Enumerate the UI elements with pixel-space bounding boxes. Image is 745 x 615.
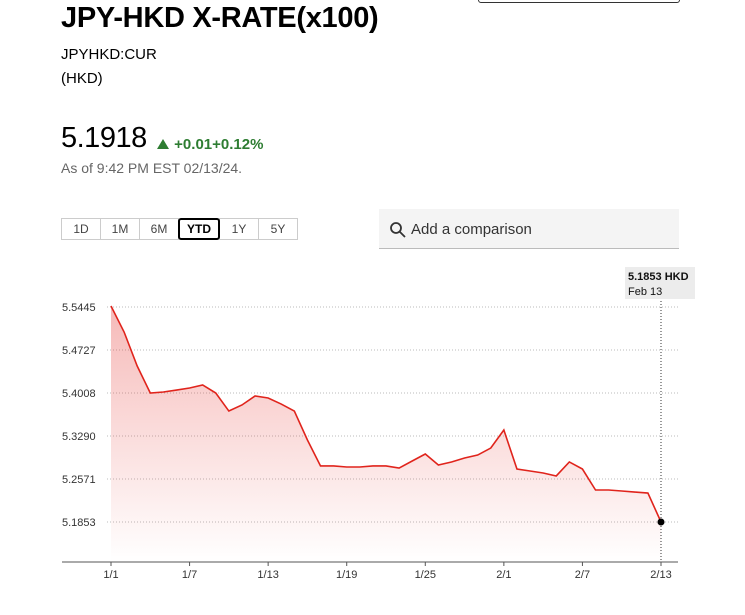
last-point [657, 518, 665, 526]
tooltip-date: Feb 13 [628, 286, 662, 298]
range-button[interactable]: 6M [139, 218, 179, 240]
y-tick-label: 5.4008 [62, 388, 96, 400]
comparison-search[interactable]: Add a comparison [379, 209, 679, 249]
y-tick-label: 5.1853 [62, 517, 96, 529]
ticker: JPYHKD:CUR [61, 46, 157, 63]
y-tick-label: 5.5445 [62, 302, 96, 314]
y-tick-label: 5.2571 [62, 474, 96, 486]
range-button[interactable]: 1Y [219, 218, 259, 240]
change-pct: +0.12% [212, 136, 264, 153]
area [111, 305, 661, 562]
tooltip-value: 5.1853 HKD [628, 271, 689, 283]
x-tick-label: 2/7 [575, 569, 590, 581]
price: 5.1918 [61, 122, 147, 154]
range-button[interactable]: 1M [100, 218, 140, 240]
x-tick-label: 2/13 [650, 569, 671, 581]
x-tick-label: 1/25 [415, 569, 436, 581]
currency: (HKD) [61, 70, 103, 87]
x-tick-label: 1/13 [257, 569, 278, 581]
y-tick-label: 5.4727 [62, 345, 96, 357]
comparison-placeholder: Add a comparison [411, 221, 532, 238]
range-buttons: 1D 1M 6M YTD 1Y 5Y [61, 218, 298, 240]
range-button[interactable]: 5Y [258, 218, 298, 240]
as-of: As of 9:42 PM EST 02/13/24. [61, 160, 243, 176]
search-icon [390, 222, 406, 238]
title: JPY-HKD X-RATE(x100) [61, 2, 379, 34]
x-tick-label: 1/19 [336, 569, 357, 581]
range-button[interactable]: YTD [178, 218, 220, 240]
change-abs: +0.01 [174, 136, 213, 153]
x-tick-label: 1/1 [103, 569, 118, 581]
y-tick-label: 5.3290 [62, 431, 96, 443]
change: +0.01+0.12% [156, 136, 263, 153]
range-button[interactable]: 1D [61, 218, 101, 240]
top-box [478, 0, 680, 3]
tooltip-bg [625, 267, 695, 299]
line [110, 305, 662, 523]
up-arrow [157, 139, 169, 149]
x-tick-label: 2/1 [496, 569, 511, 581]
x-tick-label: 1/7 [182, 569, 197, 581]
